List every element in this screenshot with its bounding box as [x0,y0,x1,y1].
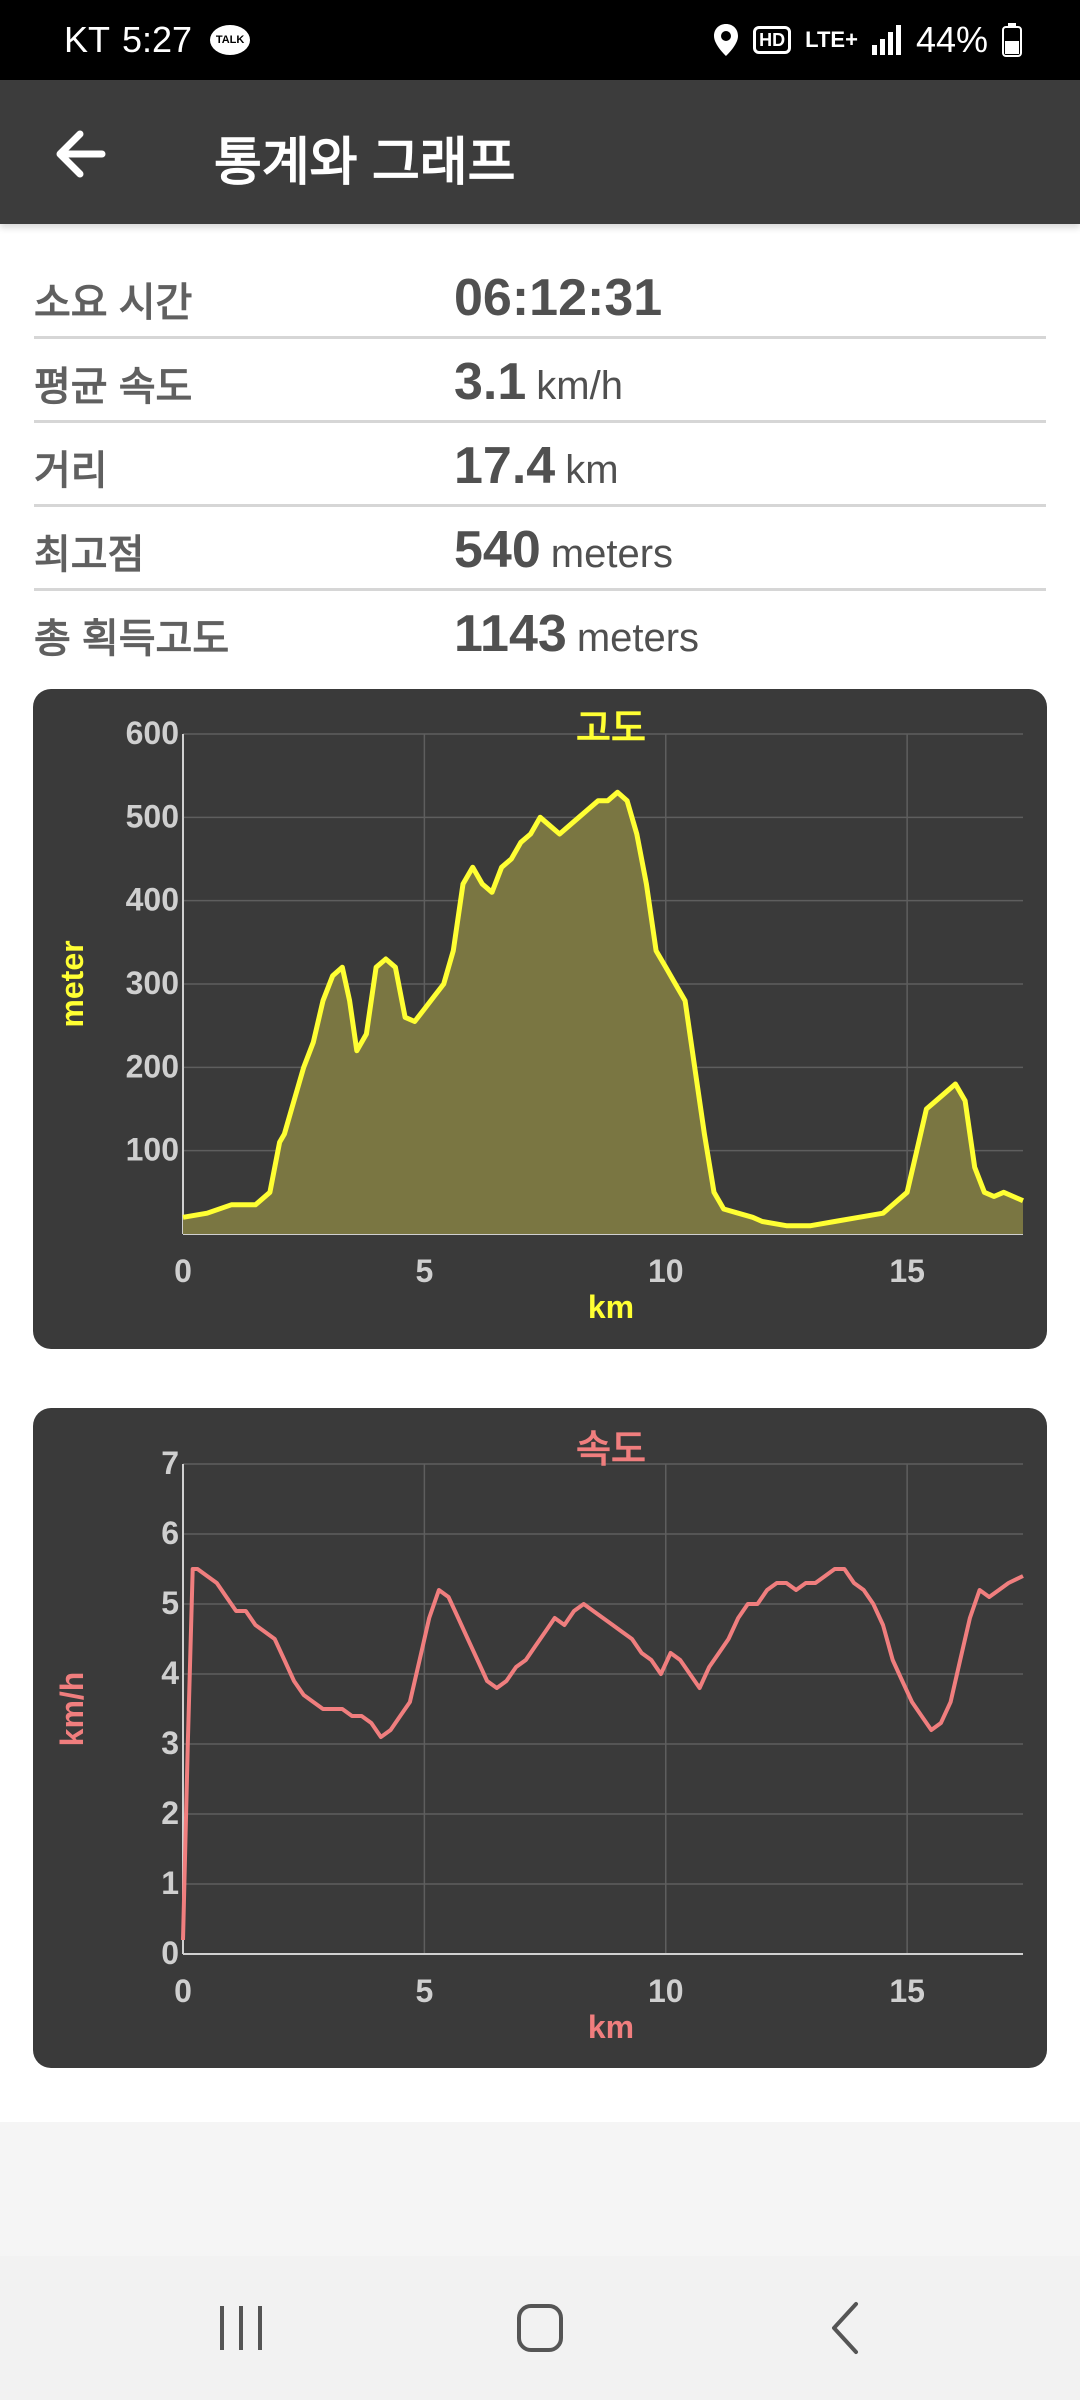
chevron-left-icon [832,2302,858,2354]
network-type-label: LTE+ [805,27,858,52]
x-tick-label: 10 [648,1973,684,2009]
stat-label: 소요 시간 [34,281,193,325]
chart-title: 고도 [576,706,646,750]
elevation-line [182,789,1024,1229]
y-tick-label: 0 [161,1935,179,1971]
system-nav-bar [0,2256,1080,2400]
elevation-chart-card: 100 200 300 400 500 600 0 5 10 15 고도 km meter [33,689,1047,1349]
hd-voice-icon: HD [753,26,792,54]
carrier-label: KT [64,19,111,60]
stat-label: 총 획득고도 [34,617,230,661]
stats-table: 소요 시간 06:12:31 평균 속도 3.1 km/h 거리 17.4 km 최… [34,256,1046,673]
y-tick-label: 600 [126,715,179,751]
y-tick-label: 6 [161,1515,179,1551]
battery-icon [1002,23,1022,57]
stat-unit: meters [576,616,700,660]
stat-unit: km [565,448,619,492]
stat-unit: km/h [536,364,623,408]
stat-label: 평균 속도 [34,365,193,409]
app-bar: 통계와 그래프 [0,80,1080,224]
stat-row-avg-speed: 평균 속도 3.1 km/h [34,340,1046,423]
speed-chart-card: 0 1 2 3 4 5 6 7 0 5 10 15 속도 km km/h [33,1408,1047,2068]
arrow-left-icon [56,130,106,178]
stat-row-distance: 거리 17.4 km [34,424,1046,507]
y-tick-label: 3 [161,1725,179,1761]
status-bar: KT 5:27 TALK HD LTE+ 44% [0,0,1080,80]
home-button[interactable] [505,2298,575,2358]
back-nav-button[interactable] [810,2298,880,2358]
y-tick-label: 4 [161,1655,179,1691]
y-tick-label: 300 [126,965,179,1001]
x-tick-label: 5 [415,1253,433,1289]
stat-row-duration: 소요 시간 06:12:31 [34,256,1046,339]
signal-icon [871,25,901,55]
speed-chart: 0 1 2 3 4 5 6 7 0 5 10 15 속도 km km/h [54,1427,1024,2045]
stat-label: 최고점 [34,533,145,577]
x-tick-label: 15 [889,1253,925,1289]
page-title: 통계와 그래프 [214,134,516,192]
x-axis-label: km [588,1289,634,1325]
elevation-chart: 100 200 300 400 500 600 0 5 10 15 고도 km meter [54,706,1024,1325]
x-tick-label: 5 [415,1973,433,2009]
y-tick-label: 2 [161,1795,179,1831]
kakaotalk-icon: TALK [210,25,251,55]
x-tick-label: 0 [174,1973,192,2009]
stat-value: 06:12:31 [454,269,663,327]
y-axis-label: km/h [54,1672,90,1747]
y-tick-label: 7 [161,1445,179,1481]
stat-value: 3.1 [454,353,527,411]
content-footer [0,2122,1080,2256]
y-tick-label: 100 [126,1132,179,1168]
home-icon [517,2304,563,2352]
stat-unit: meters [550,532,674,576]
x-tick-label: 15 [889,1973,925,2009]
y-tick-label: 5 [161,1585,179,1621]
stat-value: 1143 [454,605,567,663]
recent-apps-button[interactable] [206,2298,276,2358]
chart-title: 속도 [576,1427,646,1471]
stat-row-total-ascent: 총 획득고도 1143 meters [34,592,1046,672]
x-axis-label: km [588,2009,634,2045]
y-tick-label: 1 [161,1865,179,1901]
stat-row-max-altitude: 최고점 540 meters [34,508,1046,591]
y-tick-label: 200 [126,1048,179,1084]
speed-line [181,1567,1024,1941]
stat-label: 거리 [34,449,108,493]
recent-apps-icon [220,2306,262,2350]
stat-value: 540 [454,521,541,579]
back-button[interactable] [46,114,126,194]
battery-percent: 44% [915,19,988,60]
stat-value: 17.4 [454,437,556,495]
location-icon [714,24,739,56]
elevation-area [183,792,1023,1234]
x-tick-label: 10 [648,1253,684,1289]
time-label: 5:27 [122,19,193,60]
y-tick-label: 400 [126,882,179,918]
y-tick-label: 500 [126,798,179,834]
x-tick-label: 0 [174,1253,192,1289]
y-axis-label: meter [54,940,90,1027]
